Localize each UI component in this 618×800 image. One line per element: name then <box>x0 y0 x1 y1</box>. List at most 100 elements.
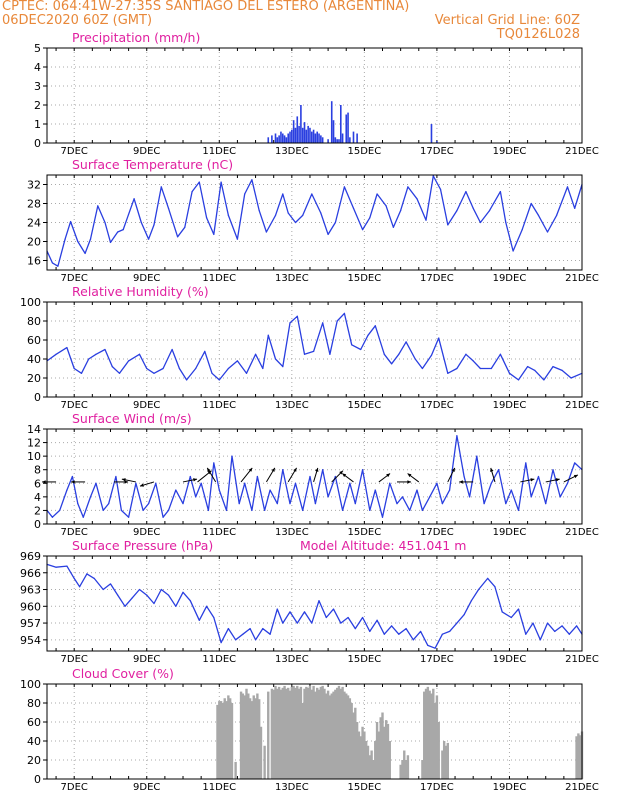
wind-point <box>309 475 311 478</box>
wind-point <box>108 503 110 505</box>
cloud-cover-bar <box>335 687 339 779</box>
temperature-point <box>198 181 200 183</box>
temperature-point <box>287 212 289 214</box>
cloud-cover-bar <box>446 742 449 779</box>
temperature-xtick-label: 13DEC <box>275 273 309 284</box>
cloud-cover-bar <box>267 691 270 779</box>
pressure-point <box>376 619 378 621</box>
pressure-point <box>332 608 335 610</box>
wind-vector-head <box>140 483 144 487</box>
cloud-cover-bar <box>577 733 580 779</box>
pressure-point <box>227 628 229 630</box>
precipitation-bar <box>352 131 355 143</box>
wind-vector-head <box>193 478 197 482</box>
cloud-cover-bar <box>334 689 337 779</box>
wind-point <box>213 462 215 464</box>
humidity-point <box>178 367 180 370</box>
precipitation-bar <box>283 135 286 143</box>
cloud-cover-bar <box>381 712 384 779</box>
wind-point <box>282 469 284 471</box>
pressure-point <box>546 622 549 624</box>
humidity-point <box>351 344 353 346</box>
humidity-point <box>517 379 520 381</box>
pressure-point <box>109 583 112 585</box>
temperature-point <box>465 191 467 193</box>
temperature-point <box>227 214 229 216</box>
cloud-cover-bar <box>277 686 281 779</box>
wind-vector-head <box>207 467 211 472</box>
cloud-cover-bar <box>442 741 446 779</box>
pressure-point <box>456 622 458 624</box>
wind-point <box>175 489 177 491</box>
precipitation-bar <box>291 129 293 143</box>
wind-point <box>115 475 117 478</box>
cloud-cover-bar <box>314 691 317 779</box>
temperature-point <box>343 186 346 188</box>
humidity-point <box>552 366 554 368</box>
humidity-panel: 0 20 40 60 80 100 7DEC 9DEC 11DEC 13DEC 15DEC 17DEC… <box>20 284 599 411</box>
pressure-point <box>220 642 222 644</box>
temperature-point <box>104 221 106 224</box>
cloud-cover-bar <box>421 760 424 779</box>
wind-point <box>256 475 258 478</box>
wind-xtick-label: 9DEC <box>133 527 160 538</box>
precipitation-ytick-label: 5 <box>34 42 41 55</box>
wind-vector-head <box>573 474 578 479</box>
temperature-point <box>479 221 482 224</box>
precipitation-bar <box>349 137 351 143</box>
precipitation-bar <box>356 133 358 143</box>
wind-point <box>128 516 130 518</box>
precipitation-xtick-label: 7DEC <box>61 146 88 157</box>
precipitation-bar <box>347 112 349 143</box>
temperature-point <box>213 233 215 235</box>
pressure-ytick-label: 963 <box>20 584 41 597</box>
humidity-point <box>55 353 57 355</box>
pressure-point <box>340 622 342 624</box>
cloud-cover-bar <box>355 722 359 779</box>
temperature-point <box>160 186 162 188</box>
cloud-cover-bar <box>270 688 274 779</box>
cloud-cover-bar <box>444 745 448 779</box>
cloud-cover-bar <box>310 689 313 779</box>
wind-point <box>566 482 569 484</box>
wind-point <box>89 496 92 498</box>
cloud-cover-bar <box>216 704 219 779</box>
pressure-point <box>289 611 291 613</box>
pressure-ytick-label: 954 <box>20 634 41 647</box>
pressure-point <box>347 616 349 619</box>
wind-point <box>401 496 404 498</box>
wind-line <box>46 435 583 518</box>
cloud-cover-xtick-label: 15DEC <box>348 782 382 793</box>
temperature-point <box>566 186 569 188</box>
pressure-point <box>73 577 75 579</box>
temperature-point <box>537 214 540 216</box>
precipitation-xtick-label: 11DEC <box>202 146 236 157</box>
cloud-cover-ytick-label: 100 <box>20 678 41 691</box>
wind-point <box>251 509 253 512</box>
pressure-ytick-label: 960 <box>20 600 41 613</box>
cloud-cover-bar <box>374 741 377 779</box>
precipitation-bar <box>430 124 433 143</box>
pressure-xtick-label: 7DEC <box>61 654 88 665</box>
humidity-title: Relative Humidity (%) <box>72 284 209 299</box>
cloud-cover-bar <box>283 685 286 779</box>
humidity-point <box>543 379 545 381</box>
wind-point <box>231 455 233 457</box>
precipitation-ytick-label: 0 <box>34 137 41 150</box>
wind-point <box>354 503 356 505</box>
wind-point <box>497 469 500 471</box>
pressure-xtick-label: 13DEC <box>275 654 309 665</box>
precipitation-xtick-label: 21DEC <box>565 146 599 157</box>
wind-point <box>349 482 351 484</box>
wind-frame <box>46 428 583 525</box>
precipitation-bar <box>296 116 299 143</box>
wind-point <box>218 489 220 491</box>
humidity-point <box>267 334 269 336</box>
temperature-point <box>376 193 378 195</box>
wind-point <box>167 509 170 512</box>
cloud-cover-bar <box>223 698 226 779</box>
temperature-point <box>265 231 268 233</box>
temperature-point <box>521 229 523 231</box>
cloud-cover-bar <box>319 686 323 779</box>
